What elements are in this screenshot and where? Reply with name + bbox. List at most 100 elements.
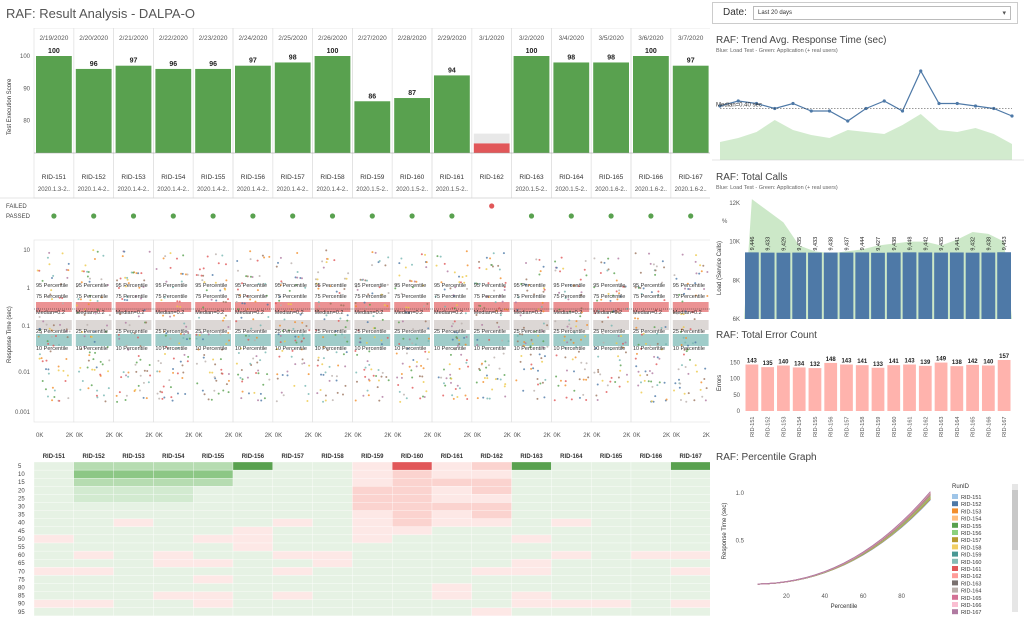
date-label: 2/22/2020 bbox=[159, 35, 188, 42]
heatmap-cell bbox=[551, 478, 592, 487]
band-label: 10 Percentile bbox=[36, 346, 68, 352]
scatter-xtick: 0K bbox=[673, 433, 680, 439]
scatter-point bbox=[124, 321, 127, 324]
heatmap-cell bbox=[113, 575, 154, 584]
legend-scroll-thumb[interactable] bbox=[1012, 490, 1018, 550]
heatmap-cell bbox=[511, 526, 552, 536]
band-p75 bbox=[195, 302, 231, 312]
legend-swatch bbox=[952, 558, 958, 564]
scatter-point bbox=[519, 314, 522, 317]
scatter-point bbox=[679, 382, 682, 385]
heatmap-cell bbox=[670, 534, 710, 544]
scatter-point bbox=[143, 309, 146, 312]
status-dot bbox=[91, 213, 97, 219]
scatter-point bbox=[695, 370, 698, 373]
scatter-point bbox=[46, 256, 49, 259]
status-dot bbox=[688, 213, 694, 219]
heatmap-cell bbox=[630, 494, 671, 503]
heatmap-cell bbox=[392, 526, 433, 536]
band-p25 bbox=[195, 334, 231, 346]
heatmap-cell bbox=[33, 486, 74, 495]
band-label: 10 Percentile bbox=[434, 346, 466, 352]
heatmap-cell bbox=[113, 607, 154, 617]
scatter-point bbox=[465, 250, 468, 253]
scatter-point bbox=[658, 381, 661, 384]
legend-item: RID-154 bbox=[961, 517, 981, 523]
heatmap-cell bbox=[392, 567, 433, 576]
scatter-point bbox=[385, 376, 388, 379]
scatter-point bbox=[520, 355, 523, 358]
scatter-point bbox=[559, 270, 562, 273]
heatmap-cell bbox=[392, 559, 433, 568]
scatter-point bbox=[41, 360, 44, 363]
scatter-point bbox=[188, 337, 191, 340]
scatter-point bbox=[126, 299, 129, 302]
scatter-point bbox=[504, 308, 507, 311]
scatter-point bbox=[195, 337, 198, 340]
version-label: 2020.1.4-2.. bbox=[117, 187, 149, 193]
scatter-point bbox=[158, 397, 161, 400]
scatter-point bbox=[537, 383, 540, 386]
scatter-point bbox=[276, 373, 279, 376]
score-label: 100 bbox=[48, 48, 60, 55]
percentile-ytick: 1.0 bbox=[736, 491, 745, 497]
legend-item: RID-158 bbox=[961, 545, 981, 551]
scatter-point bbox=[573, 331, 576, 334]
percentile-line bbox=[757, 497, 931, 585]
percentile-line bbox=[757, 496, 931, 585]
scatter-point bbox=[124, 285, 127, 288]
scatter-point bbox=[485, 256, 488, 259]
scatter-point bbox=[514, 301, 517, 304]
score-label: 98 bbox=[607, 54, 615, 61]
scatter-point bbox=[644, 342, 647, 345]
scatter-point bbox=[704, 367, 707, 370]
date-select[interactable]: Last 20 days ▾ bbox=[753, 6, 1011, 20]
heatmap-cell bbox=[591, 575, 632, 584]
scatter-point bbox=[182, 254, 185, 257]
scatter-point bbox=[186, 330, 189, 333]
score-bar bbox=[434, 75, 470, 153]
scatter-point bbox=[249, 298, 252, 301]
errors-xtick: RID-162 bbox=[923, 417, 929, 437]
scatter-point bbox=[65, 268, 68, 271]
scatter-point bbox=[200, 274, 203, 277]
run-id: RID-167 bbox=[679, 174, 704, 181]
errors-label: 143 bbox=[841, 359, 852, 365]
scatter-point bbox=[266, 303, 269, 306]
scatter-point bbox=[178, 342, 181, 345]
heatmap-row-label: 55 bbox=[18, 545, 25, 551]
scatter-point bbox=[615, 279, 618, 282]
scatter-point bbox=[405, 352, 408, 355]
band-label: 25 Percentile bbox=[474, 329, 506, 335]
scatter-point bbox=[294, 335, 297, 338]
heatmap-cell bbox=[392, 469, 433, 479]
calls-label: 9,435 bbox=[939, 237, 945, 251]
heatmap-cell bbox=[630, 567, 671, 576]
heatmap-row-label: 20 bbox=[18, 488, 25, 494]
heatmap-cell bbox=[670, 502, 710, 511]
scatter-point bbox=[402, 393, 405, 396]
scatter-point bbox=[51, 399, 54, 402]
heatmap-cell bbox=[33, 567, 74, 576]
date-label: 2/23/2020 bbox=[199, 35, 228, 42]
median-label: Median=0.40 sec bbox=[716, 103, 762, 109]
scatter-point bbox=[463, 281, 466, 284]
scatter-point bbox=[367, 394, 370, 397]
heatmap-row-label: 35 bbox=[18, 513, 25, 519]
percentile-xtick: 20 bbox=[783, 594, 790, 600]
scatter-point bbox=[139, 358, 142, 361]
heatmap-cell bbox=[352, 550, 393, 560]
scatter-point bbox=[554, 269, 557, 272]
heatmap-cell bbox=[193, 542, 234, 552]
heatmap-cell bbox=[193, 486, 234, 495]
scatter-point bbox=[580, 294, 583, 297]
heatmap-cell bbox=[392, 461, 433, 471]
scatter-point bbox=[646, 374, 649, 377]
scatter-point bbox=[542, 310, 545, 313]
heatmap-cell bbox=[630, 550, 671, 560]
heatmap-cell bbox=[471, 478, 512, 487]
scatter-point bbox=[531, 342, 534, 345]
heatmap-cell bbox=[232, 583, 273, 592]
scatter-xtick: 0K bbox=[36, 433, 43, 439]
scatter-point bbox=[314, 278, 317, 281]
